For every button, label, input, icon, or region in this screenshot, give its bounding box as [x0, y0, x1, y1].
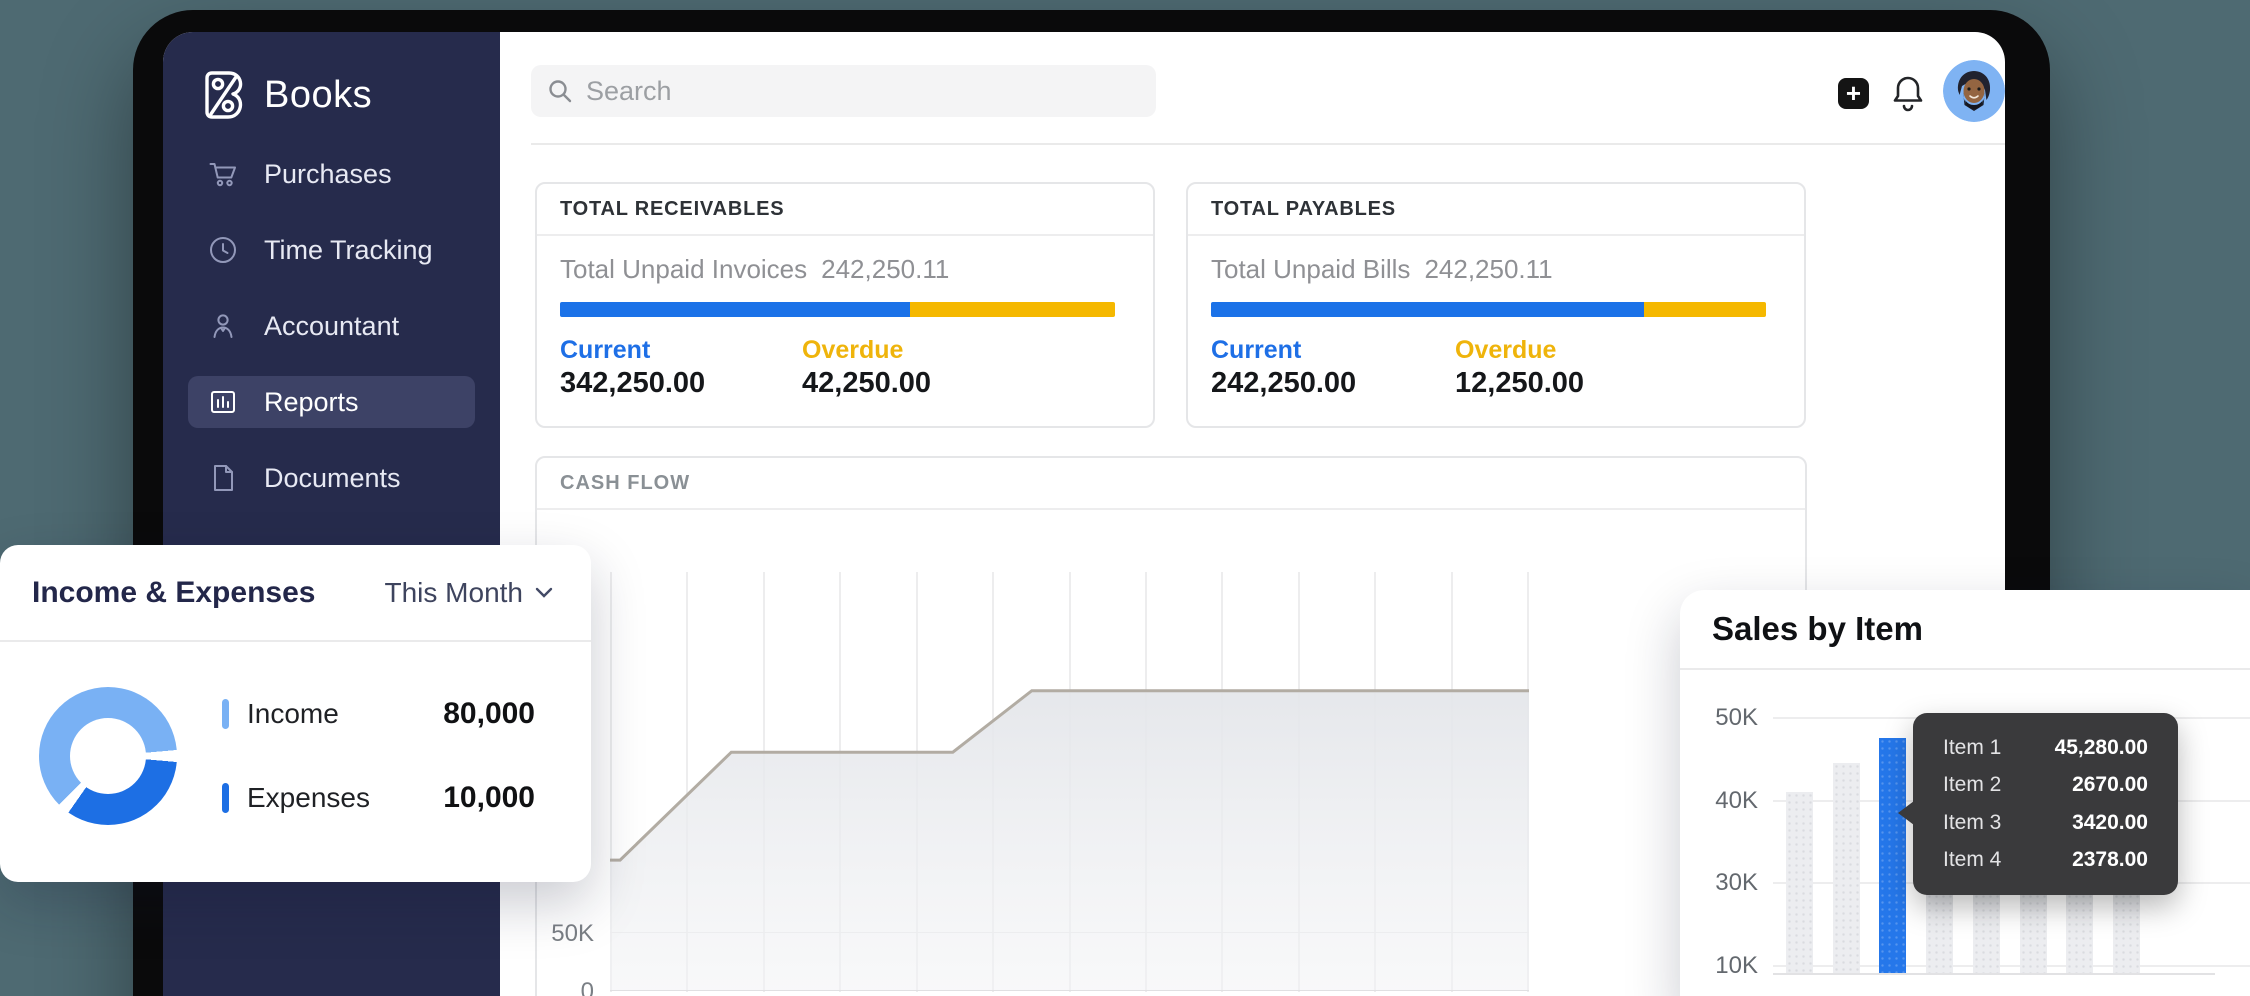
sidebar-item-label: Time Tracking: [264, 235, 433, 266]
income-marker: [222, 699, 229, 729]
expenses-legend-row: Expenses 10,000: [222, 781, 535, 815]
add-new-button[interactable]: +: [1838, 78, 1869, 109]
income-value: 80,000: [443, 697, 535, 731]
receivables-progress-bar: [560, 302, 1115, 317]
overdue-segment: [910, 302, 1115, 317]
income-legend-row: Income 80,000: [222, 697, 535, 731]
sidebar-item-time-tracking[interactable]: Time Tracking: [188, 224, 475, 276]
x-axis-line: [1773, 973, 2215, 975]
overdue-label: Overdue: [1455, 336, 1556, 365]
expenses-value: 10,000: [443, 781, 535, 815]
sidebar-item-label: Purchases: [264, 159, 392, 190]
current-value: 242,250.00: [1211, 367, 1356, 400]
current-value: 342,250.00: [560, 367, 705, 400]
current-label: Current: [560, 336, 650, 365]
card-title: TOTAL PAYABLES: [1188, 184, 1804, 236]
sidebar-item-label: Reports: [264, 387, 359, 418]
card-title: CASH FLOW: [537, 458, 1805, 510]
plus-icon: +: [1846, 78, 1861, 109]
tooltip-row: Item 1 45,280.00: [1943, 736, 2148, 760]
sales-bar[interactable]: [1833, 763, 1860, 973]
sales-tooltip: Item 1 45,280.00 Item 2 2670.00 Item 3 3…: [1913, 713, 2178, 895]
income-expenses-card: Income & Expenses This Month Income 80,0…: [0, 545, 591, 882]
sales-bar-highlighted[interactable]: [1879, 738, 1906, 973]
overdue-value: 12,250.00: [1455, 367, 1584, 400]
bar-chart-icon: [207, 386, 239, 418]
sidebar-item-reports[interactable]: Reports: [188, 376, 475, 428]
y-axis-label-50k: 50K: [1694, 704, 1758, 732]
tooltip-row: Item 4 2378.00: [1943, 848, 2148, 872]
overdue-label: Overdue: [802, 336, 903, 365]
books-logo-icon: [200, 68, 248, 122]
expenses-label: Expenses: [247, 782, 370, 814]
notification-bell-icon[interactable]: [1890, 73, 1926, 113]
cash-flow-area: [610, 572, 1529, 992]
overdue-value: 42,250.00: [802, 367, 931, 400]
clock-icon: [207, 234, 239, 266]
total-payables-card: TOTAL PAYABLES Total Unpaid Bills242,250…: [1186, 182, 1806, 428]
total-receivables-card: TOTAL RECEIVABLES Total Unpaid Invoices2…: [535, 182, 1155, 428]
income-expenses-header: Income & Expenses This Month: [0, 545, 591, 642]
sales-by-item-card: Sales by Item 50K 40K 30K 10K Item 1 45,…: [1680, 590, 2250, 996]
cash-flow-chart[interactable]: [610, 572, 1529, 992]
current-label: Current: [1211, 336, 1301, 365]
y-axis-label-50k: 50K: [546, 920, 594, 948]
expenses-marker: [222, 783, 229, 813]
search-icon: [547, 78, 573, 104]
app-logo[interactable]: Books: [200, 68, 372, 122]
sidebar-item-label: Documents: [264, 463, 401, 494]
current-segment: [1211, 302, 1644, 317]
period-dropdown[interactable]: This Month: [385, 577, 554, 609]
search-input-wrap: [531, 65, 1156, 117]
sidebar-item-accountant[interactable]: Accountant: [188, 300, 475, 352]
overdue-segment: [1644, 302, 1766, 317]
page-canvas: Books Purchases Time Tracking Accountant: [0, 0, 2250, 996]
user-avatar[interactable]: [1943, 60, 2005, 122]
sidebar-item-purchases[interactable]: Purchases: [188, 148, 475, 200]
document-icon: [207, 462, 239, 494]
income-expenses-donut-chart: [39, 687, 177, 825]
app-name: Books: [264, 74, 372, 117]
y-axis-label-0: 0: [546, 978, 594, 996]
y-axis-label-10k: 10K: [1694, 952, 1758, 980]
topbar-divider: [531, 143, 2005, 145]
sales-bar[interactable]: [1786, 792, 1813, 973]
person-icon: [207, 310, 239, 342]
current-segment: [560, 302, 910, 317]
sidebar-item-label: Accountant: [264, 311, 399, 342]
cash-flow-card: CASH FLOW 50K 0: [535, 456, 1807, 996]
y-axis-label-30k: 30K: [1694, 869, 1758, 897]
payables-progress-bar: [1211, 302, 1766, 317]
tooltip-row: Item 3 3420.00: [1943, 811, 2148, 835]
total-unpaid-invoices: Total Unpaid Invoices242,250.11: [560, 254, 949, 285]
chevron-down-icon: [535, 587, 553, 598]
tooltip-row: Item 2 2670.00: [1943, 773, 2148, 797]
search-input[interactable]: [586, 76, 1106, 107]
card-title: Sales by Item: [1680, 590, 2250, 670]
total-unpaid-bills: Total Unpaid Bills242,250.11: [1211, 254, 1553, 285]
card-title: Income & Expenses: [32, 576, 315, 610]
card-title: TOTAL RECEIVABLES: [537, 184, 1153, 236]
income-label: Income: [247, 698, 339, 730]
y-axis-label-40k: 40K: [1694, 787, 1758, 815]
cart-icon: [207, 158, 239, 190]
sidebar-item-documents[interactable]: Documents: [188, 452, 475, 504]
